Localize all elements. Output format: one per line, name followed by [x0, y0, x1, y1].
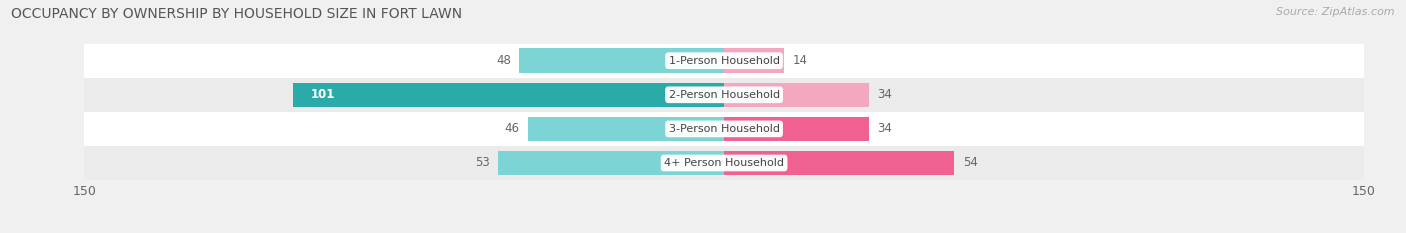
Text: 2-Person Household: 2-Person Household — [668, 90, 780, 100]
Text: 53: 53 — [475, 157, 489, 169]
Bar — [527, 116, 724, 141]
Text: OCCUPANCY BY OWNERSHIP BY HOUSEHOLD SIZE IN FORT LAWN: OCCUPANCY BY OWNERSHIP BY HOUSEHOLD SIZE… — [11, 7, 463, 21]
Bar — [498, 151, 724, 175]
Text: 4+ Person Household: 4+ Person Household — [664, 158, 785, 168]
Bar — [84, 78, 1364, 112]
Bar — [294, 82, 724, 107]
Bar — [724, 48, 783, 73]
Text: 1-Person Household: 1-Person Household — [669, 56, 779, 66]
Text: 3-Person Household: 3-Person Household — [669, 124, 779, 134]
Bar — [724, 82, 869, 107]
Bar — [84, 112, 1364, 146]
Text: 34: 34 — [877, 122, 893, 135]
Bar — [724, 116, 869, 141]
Bar — [84, 44, 1364, 78]
Text: 14: 14 — [793, 54, 807, 67]
Bar — [519, 48, 724, 73]
Bar — [724, 151, 955, 175]
Text: Source: ZipAtlas.com: Source: ZipAtlas.com — [1277, 7, 1395, 17]
Text: 54: 54 — [963, 157, 977, 169]
Text: 34: 34 — [877, 88, 893, 101]
Bar — [84, 146, 1364, 180]
Text: 46: 46 — [505, 122, 519, 135]
Text: 48: 48 — [496, 54, 510, 67]
Text: 101: 101 — [311, 88, 335, 101]
